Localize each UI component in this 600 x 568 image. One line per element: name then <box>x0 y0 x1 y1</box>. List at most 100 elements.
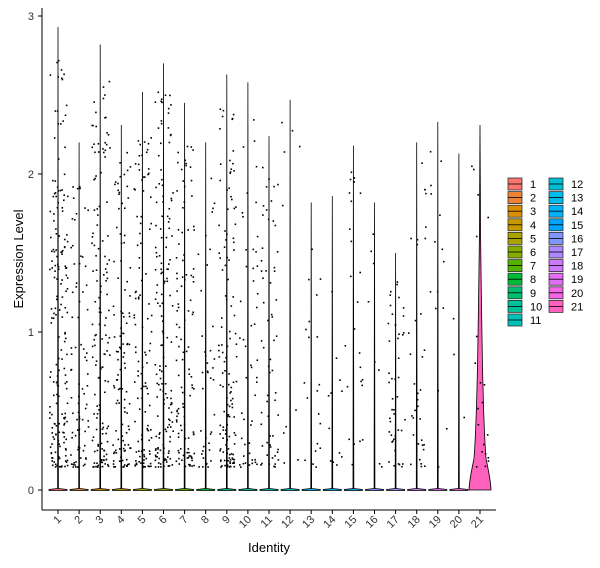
data-point <box>183 185 186 188</box>
data-point <box>79 187 81 190</box>
data-point <box>155 435 158 438</box>
data-point <box>172 192 174 194</box>
data-point <box>226 345 229 348</box>
data-point <box>232 458 234 460</box>
data-point <box>328 427 331 430</box>
data-point <box>155 201 158 204</box>
data-point <box>185 350 188 353</box>
data-point <box>177 306 180 309</box>
data-point <box>281 121 283 124</box>
data-point <box>232 381 235 384</box>
data-point <box>82 291 84 293</box>
data-point <box>139 294 141 296</box>
data-point <box>188 455 191 457</box>
data-point <box>273 266 276 269</box>
data-point <box>308 278 310 281</box>
data-point <box>66 277 69 279</box>
data-point <box>308 320 311 323</box>
data-point <box>49 74 52 76</box>
data-point <box>487 457 490 459</box>
data-point <box>138 461 140 463</box>
data-point <box>316 336 319 338</box>
data-point <box>225 356 227 359</box>
data-point <box>137 298 140 300</box>
data-point <box>52 195 55 198</box>
data-point <box>401 465 403 468</box>
data-point <box>61 253 63 255</box>
data-point <box>169 419 171 422</box>
data-point <box>101 465 104 468</box>
data-point <box>121 435 124 437</box>
data-point <box>388 372 390 374</box>
data-point <box>233 416 235 418</box>
data-point <box>102 426 105 429</box>
data-point <box>437 389 439 392</box>
data-point <box>167 456 169 458</box>
data-point <box>183 254 185 256</box>
data-point <box>170 389 173 392</box>
data-point <box>105 280 107 282</box>
data-point <box>135 463 138 466</box>
data-point <box>261 445 264 447</box>
data-point <box>124 444 126 446</box>
data-point <box>273 339 275 342</box>
data-point <box>283 462 286 464</box>
data-point <box>128 315 131 318</box>
data-point <box>95 428 98 431</box>
data-point <box>179 448 182 450</box>
data-point <box>425 226 427 228</box>
violin-cluster-18 <box>407 142 427 491</box>
data-point <box>262 166 264 169</box>
data-point <box>359 192 362 194</box>
data-point <box>78 395 80 398</box>
data-point <box>235 355 238 358</box>
data-point <box>274 224 277 227</box>
data-point <box>221 465 223 467</box>
data-point <box>163 465 165 467</box>
data-point <box>424 188 426 191</box>
data-point <box>176 420 178 423</box>
data-point <box>159 377 162 380</box>
x-tick-label: 4 <box>115 514 128 527</box>
data-point <box>168 208 171 210</box>
data-point <box>204 355 207 357</box>
data-point <box>475 466 478 468</box>
data-point <box>168 141 171 144</box>
data-point <box>276 451 279 453</box>
data-point <box>396 283 398 286</box>
data-point <box>93 101 95 103</box>
data-point <box>93 338 95 341</box>
data-point <box>53 213 55 215</box>
data-point <box>231 198 233 201</box>
data-point <box>341 456 343 458</box>
data-point <box>184 279 186 281</box>
data-point <box>160 122 163 125</box>
data-point <box>107 380 109 383</box>
data-point <box>145 151 148 154</box>
data-point <box>57 455 60 458</box>
data-point <box>115 430 117 432</box>
data-point <box>91 439 94 442</box>
data-point <box>251 420 253 422</box>
data-point <box>56 278 58 280</box>
data-point <box>106 293 108 296</box>
data-point <box>56 206 59 209</box>
data-point <box>94 450 96 453</box>
data-point <box>212 207 214 210</box>
data-point <box>137 370 139 372</box>
data-point <box>272 220 275 222</box>
data-point <box>446 428 448 430</box>
data-point <box>96 449 99 452</box>
x-ticks: 1 2 3 4 5 6 7 8 9 10 11 12 13 14 15 16 17 18 19 20 21 <box>51 510 486 531</box>
data-point <box>104 463 106 465</box>
data-point <box>176 277 178 280</box>
data-point <box>223 360 226 363</box>
data-point <box>100 442 103 445</box>
data-point <box>218 224 220 227</box>
data-point <box>169 440 171 443</box>
data-point <box>188 373 191 375</box>
data-point <box>222 426 225 428</box>
data-point <box>162 195 164 198</box>
data-point <box>374 361 376 363</box>
data-point <box>400 429 403 432</box>
